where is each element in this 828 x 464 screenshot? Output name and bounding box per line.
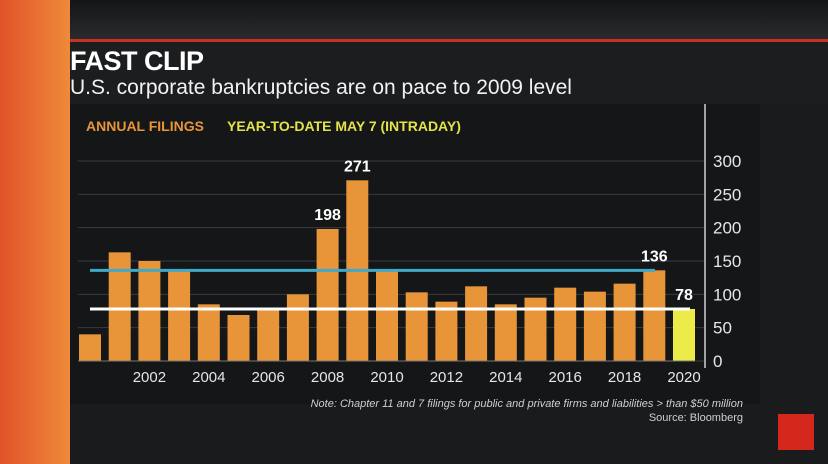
legend-ytd: YEAR-TO-DATE MAY 7 (INTRADAY) <box>227 118 461 134</box>
bar-2013 <box>465 286 488 361</box>
bar-2004 <box>197 304 220 361</box>
orange-side-stripe <box>0 0 70 464</box>
chart-subtitle: U.S. corporate bankruptcies are on pace … <box>70 76 572 99</box>
bar-2018 <box>613 283 636 361</box>
bar-2016 <box>554 287 577 361</box>
red-divider <box>70 39 828 42</box>
data-label-2008: 198 <box>314 207 341 224</box>
bar-2002 <box>138 261 161 361</box>
bar-2005 <box>227 315 250 361</box>
y-tick-label: 50 <box>713 319 732 338</box>
x-tick-label: 2016 <box>549 369 582 386</box>
y-tick-label: 200 <box>713 219 741 238</box>
x-tick-label: 2014 <box>489 369 522 386</box>
header-background <box>70 42 828 104</box>
chart-note: Note: Chapter 11 and 7 filings for publi… <box>310 398 743 410</box>
bar-2008 <box>316 229 339 361</box>
bloomberg-logo <box>778 414 814 450</box>
chart-source: Source: Bloomberg <box>648 412 743 424</box>
bar-2007 <box>286 294 309 361</box>
top-bar <box>70 0 828 40</box>
y-tick-label: 100 <box>713 285 741 304</box>
y-tick-label: 300 <box>713 152 741 171</box>
bar-2000 <box>79 334 101 361</box>
bar-2015 <box>524 297 547 361</box>
legend-annual-filings: ANNUAL FILINGS <box>86 118 204 134</box>
chart-title: FAST CLIP <box>70 46 204 76</box>
x-tick-label: 2004 <box>192 369 225 386</box>
data-label-2020: 78 <box>675 287 693 304</box>
bar-ytd-2020 <box>673 309 695 361</box>
x-tick-label: 2020 <box>667 369 700 386</box>
bar-2012 <box>435 301 458 361</box>
y-tick-label: 150 <box>713 252 741 271</box>
x-tick-label: 2006 <box>252 369 285 386</box>
data-label-2019: 136 <box>641 248 668 265</box>
x-tick-label: 2002 <box>133 369 166 386</box>
bar-2017 <box>583 291 606 361</box>
y-tick-label: 250 <box>713 185 741 204</box>
bar-2003 <box>168 270 191 361</box>
bar-2001 <box>108 252 131 361</box>
y-tick-label: 0 <box>713 352 722 371</box>
x-tick-label: 2010 <box>370 369 403 386</box>
bar-2019 <box>643 270 666 361</box>
x-tick-label: 2012 <box>430 369 463 386</box>
bar-2006 <box>257 309 280 361</box>
bar-2014 <box>494 304 517 361</box>
x-tick-label: 2018 <box>608 369 641 386</box>
x-tick-label: 2008 <box>311 369 344 386</box>
bar-2011 <box>405 292 428 361</box>
bar-2010 <box>376 271 398 361</box>
data-label-2009: 271 <box>344 158 371 175</box>
